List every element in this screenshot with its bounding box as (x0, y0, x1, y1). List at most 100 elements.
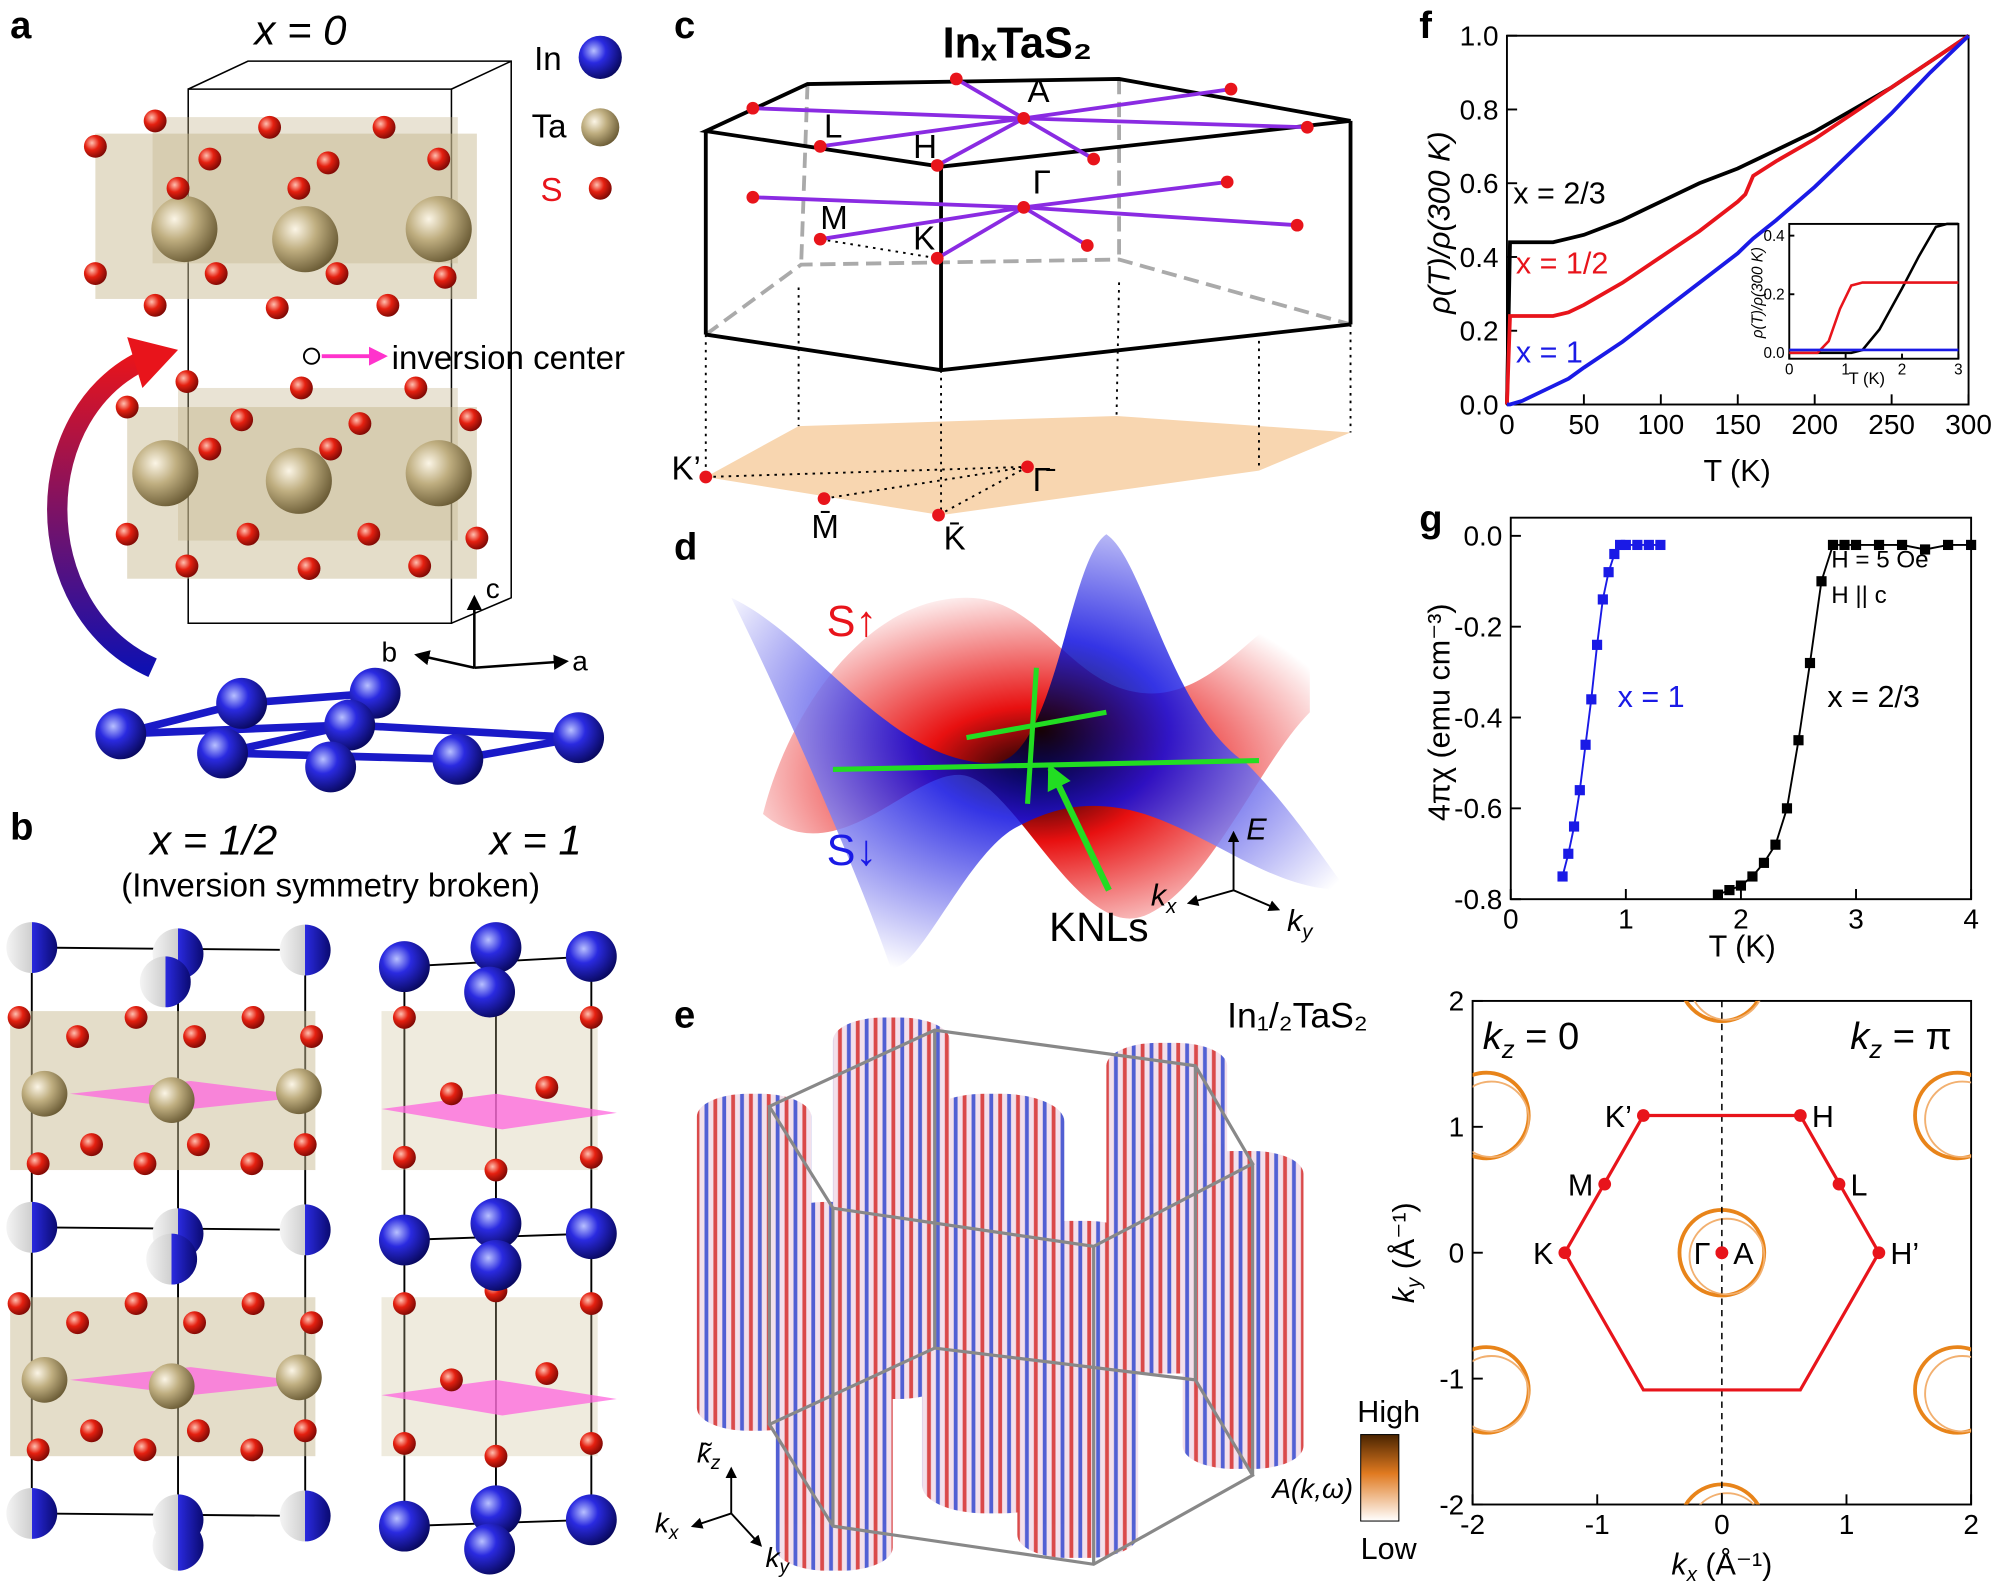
data-point (1557, 871, 1568, 882)
data-point (1643, 539, 1654, 551)
panel-c-part-part (1022, 205, 1089, 248)
s-atom (427, 147, 451, 171)
panel-c-part (752, 77, 1308, 260)
panel-a-part (414, 650, 475, 669)
panel-b-part (381, 1379, 617, 1416)
panel-e-part (696, 1017, 1304, 1571)
x-tick-label: 100 (1637, 409, 1684, 440)
axis-label: k̃z (697, 1438, 721, 1474)
point-label: Γ (1694, 1237, 1711, 1271)
data-point (1896, 539, 1908, 551)
panel-a: a x = 0 In Ta S inversion center c b a (10, 4, 625, 793)
panel-c: c InₓTaS₂ A L H Γ M K K’ Γ̄ M̄ K̄ (671, 4, 1353, 557)
in-atom (470, 1239, 522, 1291)
panel-a-part (474, 654, 569, 670)
s-atom (241, 1006, 265, 1029)
axis-label-base: k (655, 1507, 671, 1538)
axis-title-base: k (1387, 1286, 1421, 1303)
data-point (1712, 889, 1724, 900)
annotation: H = 5 Oe (1831, 546, 1928, 573)
point-label: K’ (1605, 1100, 1632, 1134)
s-atom (392, 1292, 416, 1316)
in-atom (553, 712, 605, 764)
panel-c-part-part (819, 205, 1024, 242)
in-atom (565, 1494, 617, 1546)
panel-a-part (127, 337, 179, 388)
s-atom (240, 1438, 264, 1462)
s-atom (143, 109, 167, 133)
colorbar-title: A(k,ω) (1270, 1473, 1353, 1504)
x-axis-title: T (K) (1703, 454, 1770, 488)
y-tick-label: 0.8 (1460, 94, 1499, 125)
data-point (1919, 544, 1931, 555)
x-tick-label: 3 (1954, 362, 1962, 379)
panel-b-part (381, 1011, 598, 1171)
panel-title: In₁/₂TaS₂ (1227, 996, 1368, 1036)
spectral-map (1472, 1000, 1972, 1505)
s-atom (316, 151, 340, 175)
axis-label-base: k̃ (697, 1438, 713, 1469)
y-axis-title: 4πχ (emu cm⁻³) (1423, 603, 1457, 821)
panel-label: f (1419, 4, 1432, 47)
panel-c-part-part (705, 465, 1028, 478)
axis-title-sub: x (1686, 1564, 1698, 1586)
in-atom (216, 677, 268, 729)
s-atom (404, 376, 428, 400)
y-tick-label: 0.2 (1460, 316, 1499, 347)
ta-atom (272, 206, 339, 273)
fermi-ring-inner (1693, 1000, 1761, 1021)
fermi-ring-inner (1688, 1217, 1766, 1296)
in-atom (378, 1500, 430, 1552)
ta-atom (21, 1356, 68, 1403)
data-point (1586, 694, 1597, 705)
in-half-atom (152, 1519, 204, 1571)
panel-c-part-part (1224, 82, 1238, 96)
s-atom (230, 408, 254, 432)
plot-frame (1788, 222, 1960, 360)
panel-c-part-part (704, 257, 1352, 337)
y-axis-title: ρ(T)/ρ(300 K) (1750, 247, 1767, 339)
data-point (1580, 739, 1591, 750)
data-point (1597, 594, 1608, 605)
panel-label: b (10, 805, 33, 848)
panel-c-part-part (1017, 201, 1031, 214)
panel-d-part-part (832, 758, 1260, 773)
s-atom (293, 1133, 317, 1157)
bz-point (1598, 1177, 1612, 1191)
s-atom (166, 176, 190, 200)
panel-c-part-part (746, 190, 760, 204)
annotation: H || c (1831, 582, 1887, 609)
s-atom (258, 115, 282, 139)
s-atom (300, 1025, 324, 1048)
series-label: x = 2/3 (1827, 680, 1919, 714)
x-tick-label: 4 (1963, 904, 1979, 935)
in-atom (464, 1523, 516, 1575)
s-atom (80, 1419, 104, 1443)
y-tick-label: 0.6 (1460, 168, 1499, 199)
data-point (1816, 576, 1827, 587)
s-atom (376, 293, 400, 317)
axis-label: ky (1287, 904, 1314, 944)
panel-c-part-part (819, 116, 1024, 149)
in-half-atom (139, 956, 191, 1008)
panel-c-part-part (1300, 120, 1314, 134)
s-atom (198, 147, 222, 171)
data-point (1632, 539, 1643, 551)
axis-label: kx (655, 1507, 680, 1543)
s-atom (440, 1082, 463, 1106)
in-atom (305, 741, 357, 793)
panel-c-part-part (1220, 175, 1234, 189)
axis-title-rest: (Å⁻¹) (1697, 1546, 1772, 1581)
band-label: S↓ (827, 827, 877, 875)
panel-a-part-part (120, 721, 350, 738)
in-half-atom (146, 1233, 198, 1285)
ta-atom (275, 1354, 322, 1401)
x-axis-title: T (K) (1849, 369, 1885, 388)
panel-c-part-part (1080, 239, 1094, 252)
point-label: M (820, 200, 848, 237)
x-tick-label: 50 (1568, 409, 1599, 440)
panel-e-part (1360, 1434, 1400, 1522)
point-label: L (824, 108, 842, 145)
s-atom (80, 1133, 104, 1157)
